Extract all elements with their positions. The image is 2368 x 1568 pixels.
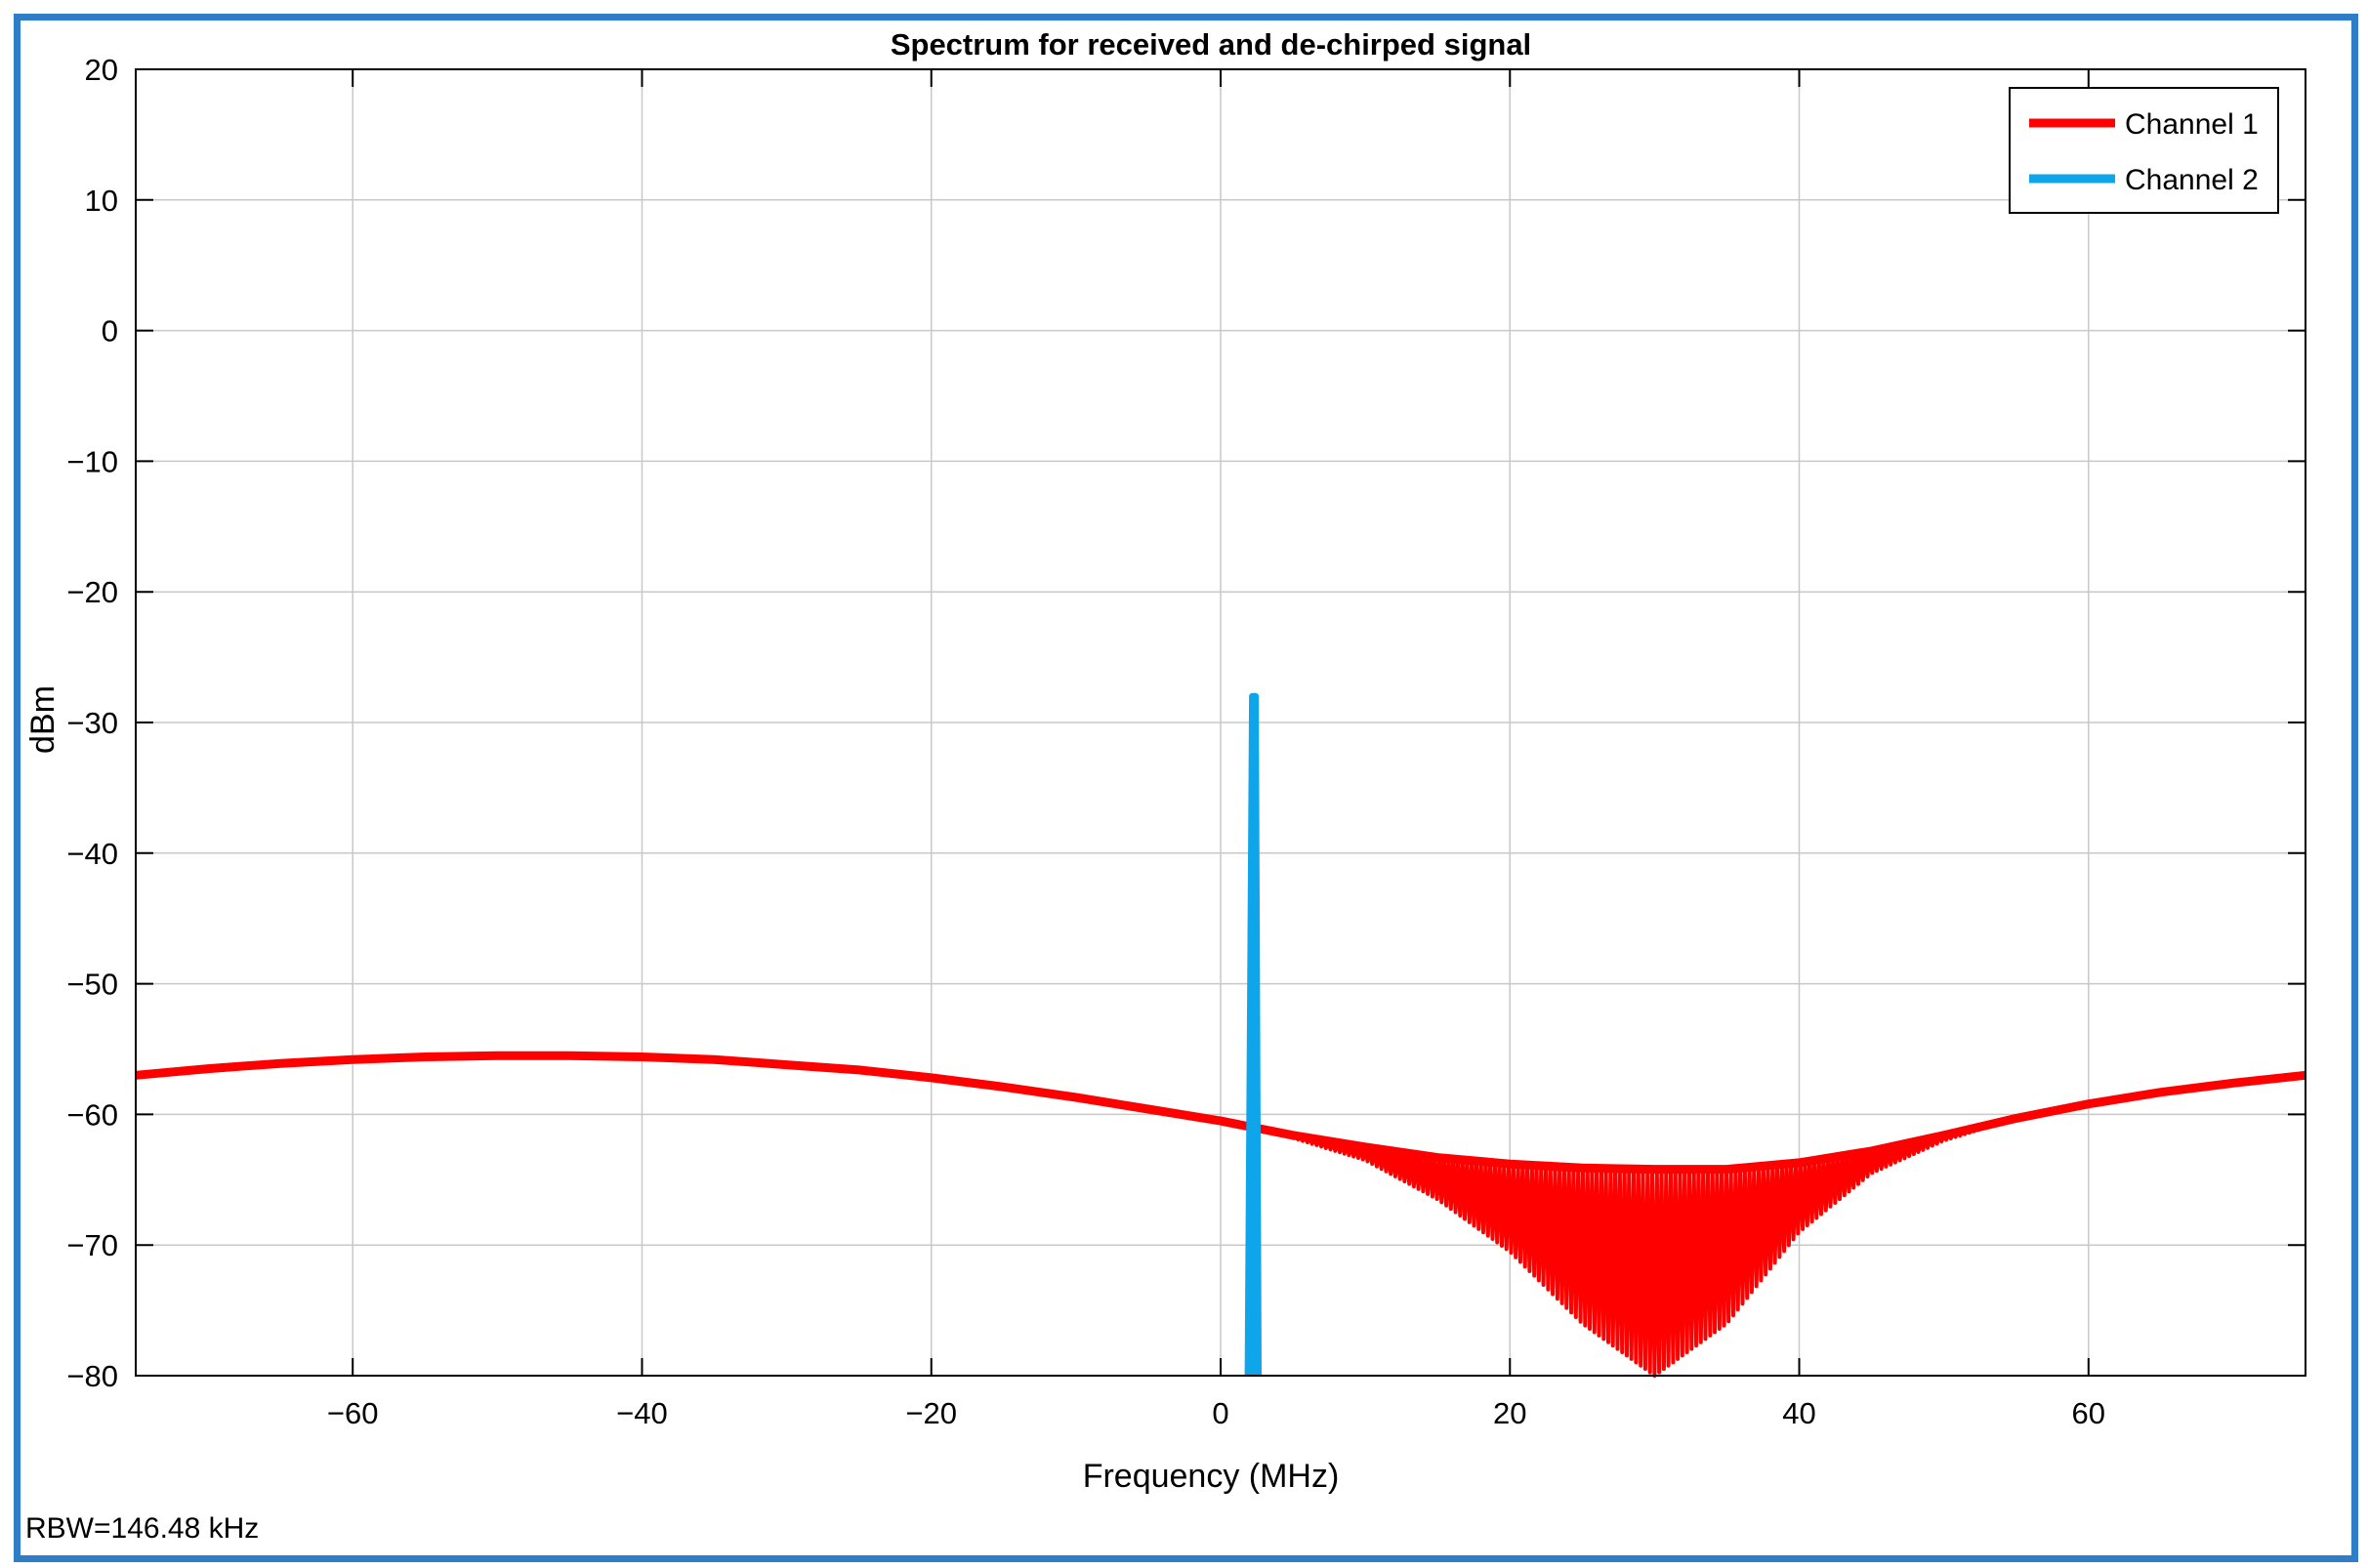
- x-tick-label: 0: [1212, 1396, 1228, 1430]
- legend-label: Channel 2: [2125, 164, 2259, 196]
- legend: Channel 1 Channel 2: [2009, 87, 2279, 214]
- y-tick-label: −30: [66, 706, 118, 740]
- x-axis-label: Frequency (MHz): [1083, 1458, 1340, 1495]
- x-tick-label: −40: [616, 1396, 668, 1430]
- x-tick-label: 40: [1782, 1396, 1815, 1430]
- rbw-readout: RBW=146.48 kHz: [25, 1512, 259, 1545]
- x-tick-label: −60: [327, 1396, 379, 1430]
- x-tick-label: −20: [905, 1396, 957, 1430]
- y-axis-label: dBm: [24, 685, 62, 754]
- channel-2-line: [1244, 692, 1262, 1377]
- y-tick-label: −10: [66, 444, 118, 478]
- y-tick-label: −60: [66, 1097, 118, 1132]
- series-channel-2: [1244, 692, 1262, 1377]
- axis-ticks: −60 −40 −20 0 20 40 60 20 10 0 −10 −20 −30 −40 −50 −60 −…: [66, 53, 2306, 1430]
- y-tick-label: −70: [66, 1228, 118, 1262]
- y-tick-label: 20: [85, 53, 118, 87]
- y-tick-label: −50: [66, 968, 118, 1002]
- y-tick-label: −80: [66, 1359, 118, 1393]
- x-tick-label: 20: [1493, 1396, 1526, 1430]
- y-tick-label: 0: [102, 314, 118, 349]
- x-tick-label: 60: [2072, 1396, 2105, 1430]
- legend-box: [2009, 87, 2279, 214]
- chart-frame: [14, 14, 2358, 1562]
- grid-lines: [136, 68, 2306, 1377]
- y-tick-label: −40: [66, 837, 118, 871]
- channel-1-ripple: [1248, 1107, 2060, 1378]
- legend-label: Channel 1: [2125, 108, 2259, 141]
- chart-title: Spectrum for received and de-chirped sig…: [891, 27, 1531, 62]
- y-tick-label: −20: [66, 575, 118, 609]
- y-tick-label: 10: [85, 184, 118, 218]
